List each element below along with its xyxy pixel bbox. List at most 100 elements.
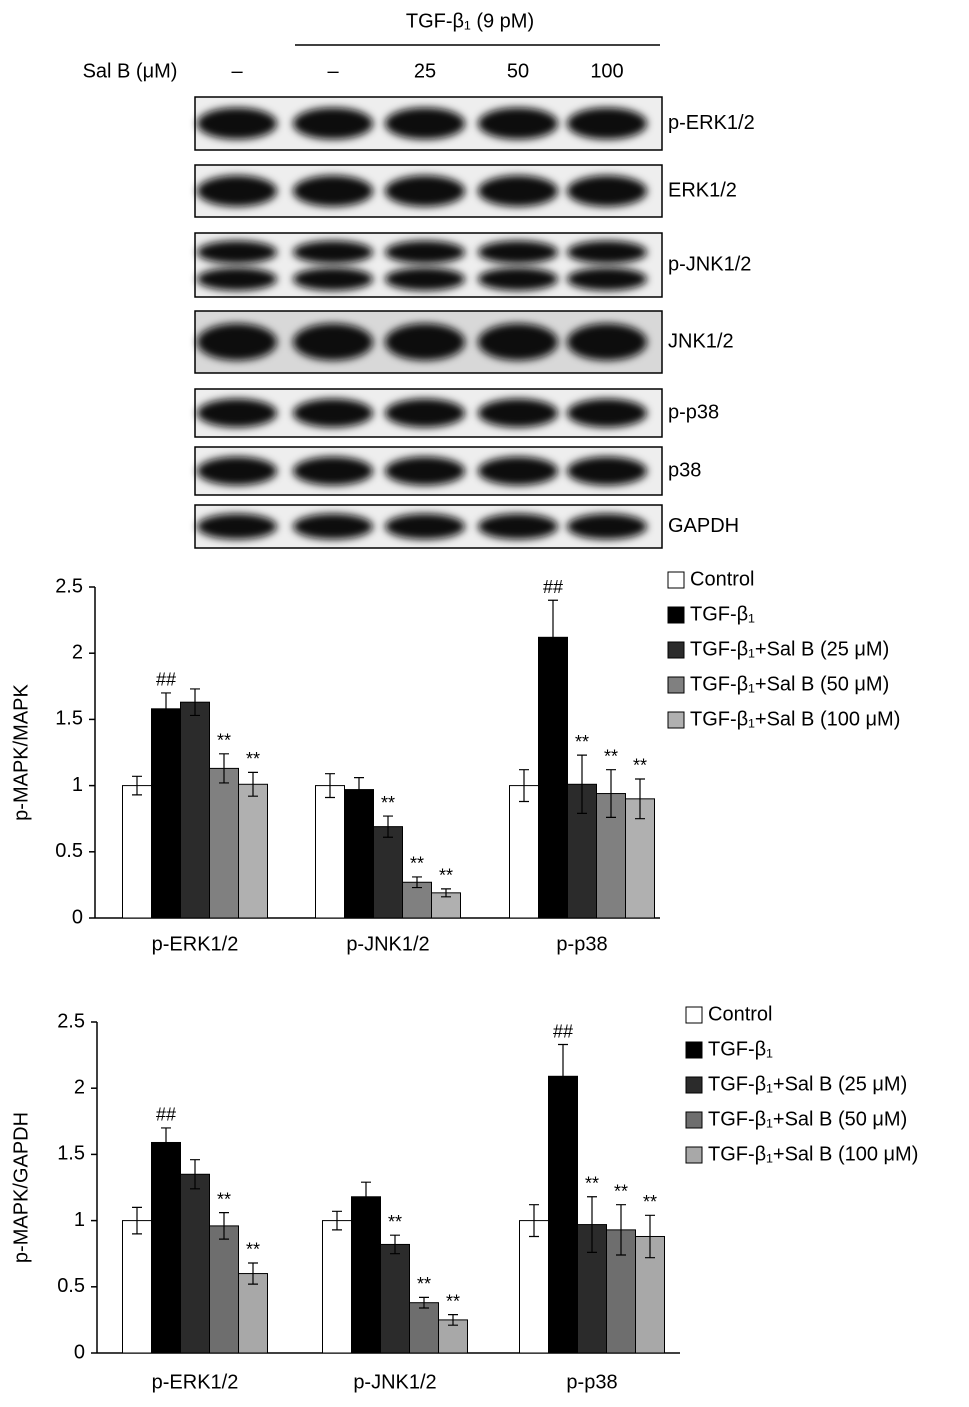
y-tick-label: 2 (72, 641, 83, 663)
legend-label: TGF-β₁ (708, 1038, 773, 1060)
band-label: p-JNK1/2 (668, 253, 751, 275)
legend-swatch (667, 711, 685, 729)
significance-mark: ** (417, 1274, 431, 1294)
band-label: GAPDH (668, 515, 739, 537)
error-bar (448, 1314, 458, 1326)
y-axis-label: p-MAPK/GAPDH (10, 1112, 32, 1263)
bar (351, 1196, 381, 1354)
blot-band (478, 456, 558, 486)
legend-swatch (667, 606, 685, 624)
significance-mark: ** (585, 1174, 599, 1194)
x-tick-label: p-JNK1/2 (353, 1371, 436, 1393)
error-bar (361, 1181, 371, 1212)
bar (180, 1173, 210, 1354)
bar (122, 785, 152, 919)
blot-band (478, 107, 558, 140)
significance-mark: ** (246, 749, 260, 769)
band-label: ERK1/2 (668, 179, 737, 201)
blot-band (478, 175, 558, 207)
legend-label: Control (708, 1003, 772, 1025)
error-bar (383, 815, 393, 838)
bar (344, 789, 374, 919)
bar (538, 636, 568, 919)
y-tick-label: 2 (74, 1076, 85, 1098)
blot-band (293, 323, 373, 361)
y-tick-label: 1 (72, 774, 83, 796)
band-label: JNK1/2 (668, 330, 734, 352)
error-bar (219, 753, 229, 784)
significance-mark: ** (575, 732, 589, 752)
significance-mark: ** (246, 1240, 260, 1260)
blot-band (385, 267, 465, 291)
error-bar (519, 769, 529, 803)
blot-band (197, 175, 277, 207)
legend-label: TGF-β₁ (690, 603, 755, 625)
blot-band (567, 107, 647, 140)
bar (238, 783, 268, 919)
significance-mark: ** (217, 1189, 231, 1209)
error-bar (132, 1206, 142, 1235)
lane-label: 50 (507, 60, 529, 82)
x-tick-label: p-p38 (556, 933, 607, 955)
blot-band (478, 240, 558, 264)
bar (380, 1243, 410, 1354)
significance-mark: ** (643, 1192, 657, 1212)
blot-band (293, 175, 373, 207)
bar (151, 1141, 181, 1354)
blot-band (293, 456, 373, 486)
significance-mark: ** (217, 731, 231, 751)
legend-label: TGF-β₁+Sal B (50 μM) (708, 1108, 907, 1130)
blot-band (197, 107, 277, 140)
legend-swatch (685, 1041, 703, 1059)
y-tick-label: 1.5 (57, 1143, 85, 1165)
blot-band (385, 175, 465, 207)
y-tick-label: 0 (74, 1341, 85, 1363)
legend-label: TGF-β₁+Sal B (25 μM) (708, 1073, 907, 1095)
error-bar (219, 1212, 229, 1240)
blot-band (197, 267, 277, 291)
error-bar (354, 777, 364, 803)
error-bar (412, 876, 422, 889)
bar (209, 1225, 239, 1354)
blot-band (385, 107, 465, 140)
band-label: p38 (668, 459, 701, 481)
legend-label: TGF-β₁+Sal B (25 μM) (690, 638, 889, 660)
x-tick-label: p-ERK1/2 (152, 933, 239, 955)
blot-band (197, 398, 277, 428)
significance-mark: ** (439, 866, 453, 886)
y-tick-label: 0.5 (55, 840, 83, 862)
significance-mark: ** (446, 1291, 460, 1311)
blot-band (567, 323, 647, 361)
error-bar (325, 773, 335, 799)
bar (322, 1220, 352, 1354)
legend-swatch (667, 641, 685, 659)
error-bar (635, 778, 645, 820)
error-bar (645, 1214, 655, 1259)
bar (238, 1273, 268, 1354)
legend-label: TGF-β₁+Sal B (50 μM) (690, 673, 889, 695)
blot-band (567, 267, 647, 291)
legend-label: TGF-β₁+Sal B (100 μM) (690, 708, 900, 730)
error-bar (606, 769, 616, 818)
blot-band (385, 513, 465, 540)
bar (122, 1220, 152, 1354)
blot-band (567, 240, 647, 264)
blot-band (567, 175, 647, 207)
blot-band (293, 267, 373, 291)
error-bar (587, 1196, 597, 1253)
significance-mark: ** (633, 756, 647, 776)
error-bar (332, 1210, 342, 1231)
blot-band (385, 323, 465, 361)
blot-band (197, 456, 277, 486)
blot-band (293, 240, 373, 264)
significance-mark: ## (543, 577, 563, 597)
blot-band (478, 513, 558, 540)
bar (209, 767, 239, 919)
x-tick-label: p-JNK1/2 (346, 933, 429, 955)
error-bar (548, 599, 558, 675)
legend-label: TGF-β₁+Sal B (100 μM) (708, 1143, 918, 1165)
blot-band (197, 240, 277, 264)
bar (180, 701, 210, 919)
legend-swatch (685, 1076, 703, 1094)
bar (409, 1302, 439, 1354)
